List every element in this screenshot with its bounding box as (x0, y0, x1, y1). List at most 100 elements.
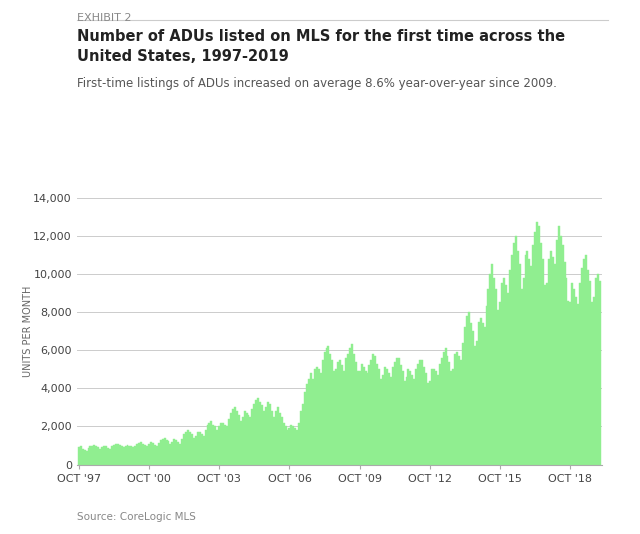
Bar (131, 446, 132, 465)
Bar (273, 417, 275, 465)
Bar (378, 369, 380, 465)
Bar (232, 409, 234, 465)
Bar (152, 443, 154, 465)
Bar (289, 428, 291, 465)
Bar (207, 425, 209, 465)
Bar (269, 404, 271, 465)
Bar (345, 358, 347, 465)
Text: Number of ADUs listed on MLS for the first time across the
United States, 1997-2: Number of ADUs listed on MLS for the fir… (77, 29, 565, 64)
Bar (306, 384, 308, 465)
Bar (372, 354, 374, 465)
Bar (97, 447, 99, 465)
Bar (351, 344, 353, 465)
Bar (285, 427, 287, 465)
Bar (343, 371, 345, 465)
Bar (568, 301, 570, 465)
Bar (123, 447, 125, 465)
Bar (361, 364, 363, 465)
Bar (540, 244, 542, 465)
Bar (495, 289, 497, 465)
Bar (454, 354, 456, 465)
Bar (520, 289, 523, 465)
Bar (172, 442, 173, 465)
Bar (472, 331, 474, 465)
Bar (246, 413, 248, 465)
Bar (339, 360, 341, 465)
Bar (556, 240, 557, 465)
Bar (105, 446, 107, 465)
Bar (211, 421, 212, 465)
Bar (193, 438, 195, 465)
Bar (265, 407, 267, 465)
Bar (263, 411, 265, 465)
Bar (406, 377, 408, 465)
Bar (255, 400, 257, 465)
Bar (222, 422, 224, 465)
Bar (228, 419, 230, 465)
Bar (164, 438, 166, 465)
Bar (310, 373, 312, 465)
Bar (488, 289, 490, 465)
Bar (347, 354, 349, 465)
Bar (230, 413, 232, 465)
Bar (189, 432, 191, 465)
Bar (158, 443, 160, 465)
Bar (294, 428, 296, 465)
Bar (107, 449, 109, 465)
Bar (492, 264, 493, 465)
Bar (441, 358, 443, 465)
Bar (168, 441, 170, 465)
Bar (595, 278, 596, 465)
Bar (550, 251, 552, 465)
Bar (431, 369, 433, 465)
Bar (464, 327, 466, 465)
Bar (119, 444, 121, 465)
Bar (542, 258, 544, 465)
Bar (390, 377, 392, 465)
Bar (449, 362, 451, 465)
Bar (527, 251, 529, 465)
Bar (191, 434, 193, 465)
Bar (596, 274, 598, 465)
Bar (111, 446, 113, 465)
Bar (417, 364, 419, 465)
Bar (196, 432, 199, 465)
Bar (356, 371, 358, 465)
Bar (129, 445, 131, 465)
Bar (369, 365, 371, 465)
Bar (156, 445, 158, 465)
Bar (482, 324, 484, 465)
Bar (271, 411, 273, 465)
Bar (559, 235, 562, 465)
Bar (328, 347, 330, 465)
Bar (136, 444, 138, 465)
Bar (101, 447, 103, 465)
Bar (355, 362, 356, 465)
Bar (78, 447, 80, 465)
Bar (536, 222, 538, 465)
Bar (585, 255, 587, 465)
Bar (523, 278, 525, 465)
Bar (501, 284, 503, 465)
Bar (477, 321, 479, 465)
Bar (212, 425, 214, 465)
Bar (80, 446, 82, 465)
Bar (242, 417, 244, 465)
Bar (317, 369, 320, 465)
Bar (195, 436, 196, 465)
Bar (591, 302, 593, 465)
Bar (103, 445, 105, 465)
Bar (125, 445, 127, 465)
Bar (412, 375, 413, 465)
Bar (216, 430, 218, 465)
Bar (302, 404, 304, 465)
Bar (518, 264, 520, 465)
Bar (292, 427, 294, 465)
Bar (425, 373, 427, 465)
Bar (402, 371, 404, 465)
Bar (240, 421, 242, 465)
Bar (341, 365, 343, 465)
Bar (436, 375, 438, 465)
Bar (572, 284, 573, 465)
Bar (179, 444, 181, 465)
